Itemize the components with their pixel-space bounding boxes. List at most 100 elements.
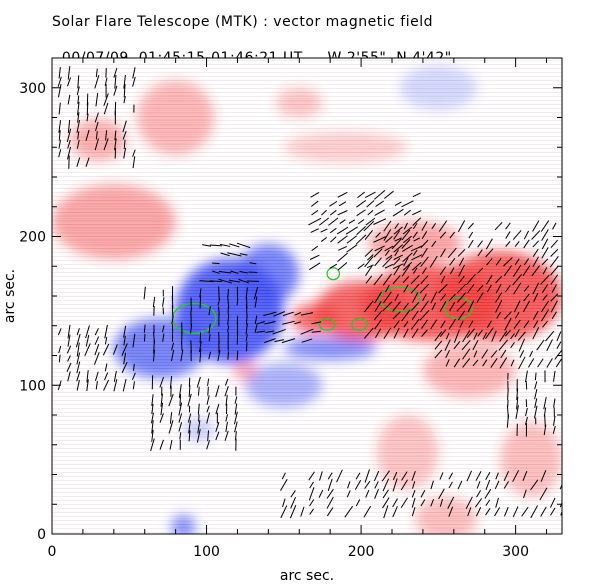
field-vector (393, 254, 403, 261)
field-vector (364, 480, 371, 489)
field-vector (227, 295, 230, 309)
field-vector (477, 267, 484, 274)
field-vector (272, 328, 286, 335)
field-vector (504, 329, 511, 337)
field-vector (103, 138, 109, 151)
field-vector (329, 209, 337, 216)
x-tick-label: 200 (348, 544, 375, 560)
field-vector (208, 351, 211, 360)
field-vector (121, 343, 128, 356)
field-vector (114, 101, 117, 116)
field-vector (473, 332, 478, 340)
field-vector (392, 311, 401, 320)
field-vector (391, 238, 402, 250)
field-vector (85, 325, 90, 339)
field-vector (393, 320, 400, 329)
field-vector (179, 432, 182, 440)
field-vector (434, 340, 443, 350)
field-vector (394, 223, 399, 230)
y-tick-label: 200 (19, 230, 46, 246)
field-vector (207, 386, 209, 396)
field-vector (123, 74, 126, 89)
field-vector (159, 439, 164, 450)
field-vector (309, 481, 314, 489)
field-vector (503, 257, 513, 267)
field-vector (85, 129, 90, 141)
field-vector (521, 506, 529, 517)
field-vector (365, 489, 370, 498)
field-vector (420, 490, 426, 498)
field-vector (411, 490, 416, 498)
field-vector (546, 339, 553, 351)
field-vector (499, 357, 508, 369)
field-vector (393, 266, 400, 276)
field-contour (378, 286, 421, 312)
field-vector (356, 199, 367, 208)
field-vector (439, 329, 447, 338)
field-vector (180, 349, 184, 362)
field-vector (430, 499, 435, 507)
field-vector (438, 220, 448, 232)
field-vector (310, 200, 319, 207)
field-vector (431, 223, 437, 230)
field-vector (430, 480, 434, 490)
field-vector (169, 412, 173, 424)
field-vector (412, 481, 416, 489)
field-vector (530, 479, 539, 491)
field-vector (431, 240, 437, 248)
field-vector (76, 119, 81, 133)
field-vector (420, 256, 429, 268)
field-vector (373, 236, 387, 243)
field-vector (77, 131, 80, 140)
field-vector (169, 375, 173, 389)
field-vector (103, 379, 110, 391)
field-vector (220, 252, 230, 257)
field-vector (559, 501, 562, 508)
field-vector (541, 309, 549, 322)
field-vector (510, 342, 515, 349)
field-vector (224, 385, 229, 397)
field-vector (553, 370, 556, 382)
vector-layer (57, 66, 562, 519)
field-vector (522, 471, 528, 481)
field-vector (197, 420, 201, 434)
field-vector (76, 361, 81, 374)
field-vector (532, 240, 539, 248)
field-vector (132, 67, 136, 79)
field-vector (230, 270, 239, 274)
field-vector (473, 350, 478, 358)
field-vector (171, 342, 175, 351)
field-vector (419, 310, 430, 321)
field-vector (294, 312, 302, 316)
field-vector (401, 239, 411, 249)
field-vector (545, 330, 555, 342)
field-vector (329, 263, 338, 269)
field-vector (374, 245, 385, 252)
field-vector (445, 349, 450, 359)
y-tick-label: 100 (19, 378, 46, 394)
field-vector (225, 414, 228, 422)
field-vector (421, 231, 428, 239)
x-tick-label: 0 (48, 544, 57, 560)
field-vector (169, 439, 173, 450)
negative-polarity-region (283, 336, 377, 360)
field-vector (152, 296, 156, 308)
field-vector (67, 119, 71, 133)
field-vector (234, 421, 238, 433)
field-vector (310, 228, 319, 233)
field-vector (190, 306, 192, 316)
field-vector (477, 329, 483, 337)
field-vector (494, 222, 503, 231)
field-vector (410, 275, 420, 285)
field-vector (510, 333, 515, 340)
field-vector (215, 431, 220, 441)
field-vector (326, 507, 334, 517)
field-vector (236, 242, 251, 249)
field-vector (225, 394, 228, 406)
field-vector (421, 247, 428, 258)
field-vector (439, 266, 447, 275)
field-vector (327, 478, 333, 492)
field-vector (168, 393, 174, 407)
field-vector (104, 372, 109, 381)
field-vector (329, 200, 338, 207)
